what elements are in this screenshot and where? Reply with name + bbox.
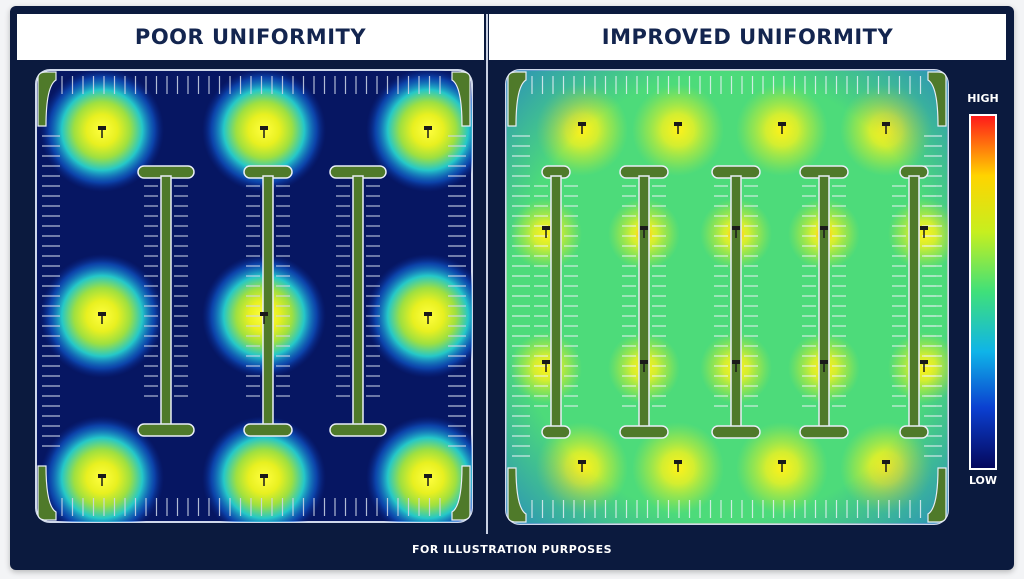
landscape-island bbox=[243, 165, 293, 437]
light-pole-icon bbox=[424, 126, 432, 138]
improved-uniformity-title: IMPROVED UNIFORMITY bbox=[489, 14, 1006, 60]
light-pole-icon bbox=[98, 474, 106, 486]
light-pole-icon bbox=[920, 360, 928, 372]
light-glows bbox=[40, 70, 472, 522]
light-pole-icon bbox=[260, 126, 268, 138]
light-pole-icon bbox=[578, 122, 586, 134]
corner-planters bbox=[37, 71, 471, 521]
light-pole-icon bbox=[98, 312, 106, 324]
landscape-islands bbox=[541, 165, 929, 439]
corner-planter bbox=[507, 71, 527, 127]
corner-planters bbox=[507, 71, 947, 523]
edge-falloff bbox=[506, 70, 948, 524]
light-pole-icon bbox=[920, 226, 928, 238]
landscape-island bbox=[541, 165, 571, 439]
poor-uniformity-parking-lot bbox=[35, 69, 473, 523]
light-poles bbox=[542, 122, 928, 472]
corner-planter bbox=[37, 71, 57, 127]
landscape-island bbox=[899, 165, 929, 439]
infographic-card: POOR UNIFORMITY IMPROVED UNIFORMITY bbox=[10, 6, 1014, 570]
corner-planter bbox=[451, 71, 471, 127]
light-pole-icon bbox=[98, 126, 106, 138]
light-poles bbox=[98, 126, 432, 486]
light-pole-icon bbox=[260, 474, 268, 486]
corner-planter bbox=[37, 465, 57, 521]
light-pole-icon bbox=[542, 226, 550, 238]
landscape-island bbox=[711, 165, 761, 439]
light-pole-icon bbox=[732, 360, 740, 372]
light-pole-icon bbox=[640, 360, 648, 372]
landscape-islands bbox=[137, 165, 387, 437]
corner-planter bbox=[507, 467, 527, 523]
light-pole-icon bbox=[578, 460, 586, 472]
landscape-island bbox=[799, 165, 849, 439]
corner-planter bbox=[927, 71, 947, 127]
legend-low-label: LOW bbox=[968, 474, 998, 487]
light-pole-icon bbox=[674, 460, 682, 472]
parking-stall-lines bbox=[42, 76, 466, 516]
panel-divider bbox=[486, 14, 488, 534]
light-pole-icon bbox=[732, 226, 740, 238]
light-pole-icon bbox=[640, 226, 648, 238]
landscape-island bbox=[137, 165, 195, 437]
corner-planter bbox=[927, 467, 947, 523]
illuminance-color-scale bbox=[969, 114, 997, 470]
footer-note: FOR ILLUSTRATION PURPOSES bbox=[411, 542, 613, 556]
light-pole-icon bbox=[778, 460, 786, 472]
improved-uniformity-parking-lot bbox=[505, 69, 949, 525]
light-pole-icon bbox=[260, 312, 268, 324]
light-pole-icon bbox=[882, 460, 890, 472]
light-pole-icon bbox=[882, 122, 890, 134]
parking-stall-lines bbox=[512, 76, 942, 518]
light-pole-icon bbox=[674, 122, 682, 134]
light-pole-icon bbox=[820, 360, 828, 372]
legend-high-label: HIGH bbox=[967, 92, 999, 105]
light-pole-icon bbox=[424, 474, 432, 486]
light-pole-icon bbox=[542, 360, 550, 372]
light-pole-icon bbox=[820, 226, 828, 238]
light-pole-icon bbox=[778, 122, 786, 134]
corner-planter bbox=[451, 465, 471, 521]
landscape-island bbox=[619, 165, 669, 439]
landscape-island bbox=[329, 165, 387, 437]
poor-uniformity-title: POOR UNIFORMITY bbox=[17, 14, 484, 60]
light-pole-icon bbox=[424, 312, 432, 324]
